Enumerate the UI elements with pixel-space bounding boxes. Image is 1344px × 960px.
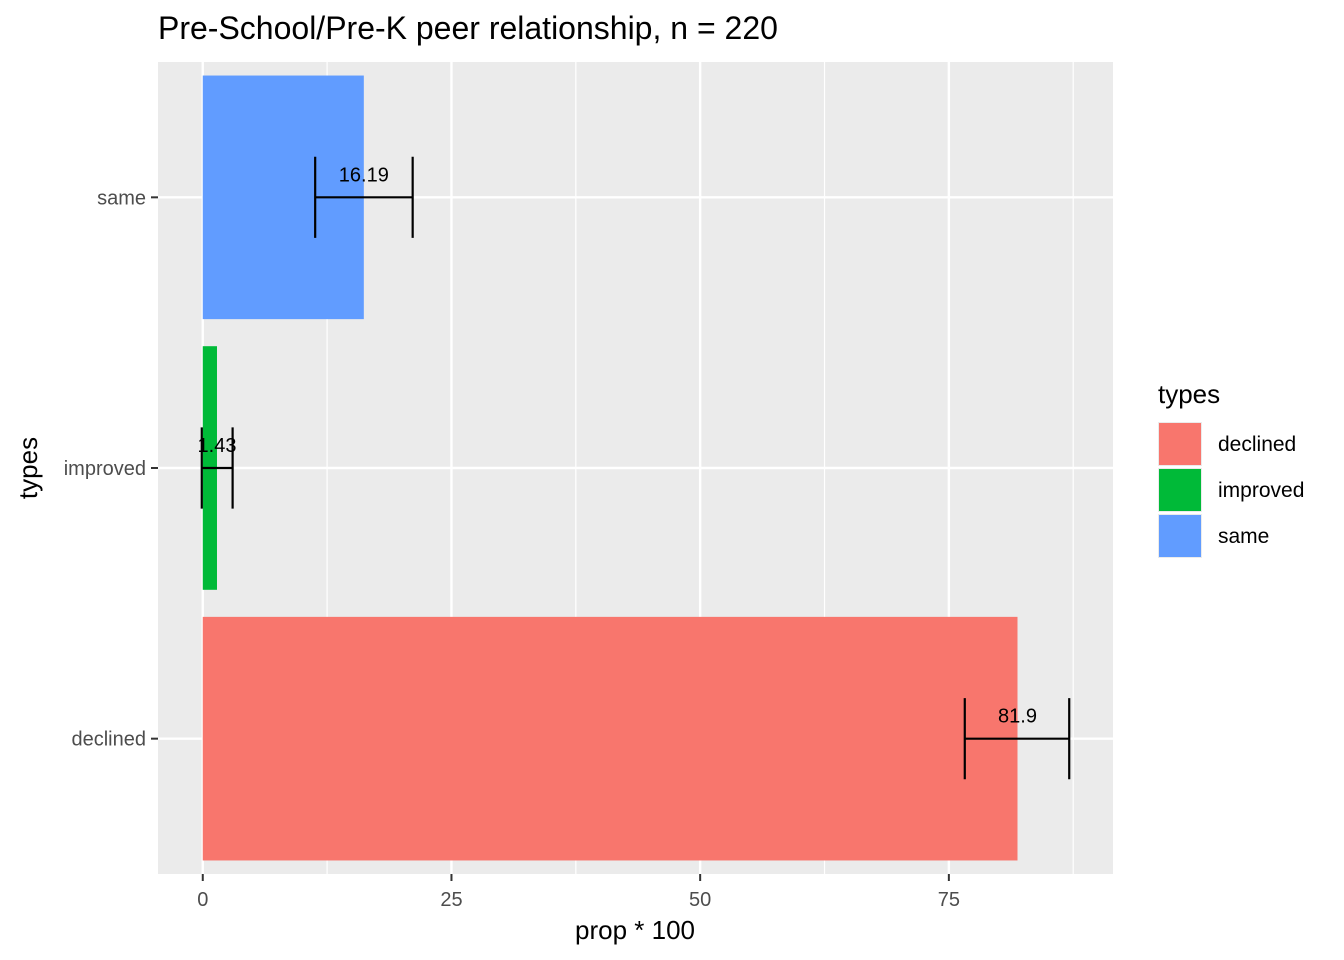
x-tick-label: 50 <box>689 889 711 911</box>
error-bar-declined <box>963 698 1071 780</box>
bars <box>202 75 1018 861</box>
x-tick-label: 25 <box>440 889 462 911</box>
legend: types declined improved same <box>1158 379 1304 558</box>
data-label-same: 16.19 <box>339 164 389 186</box>
y-axis-title: types <box>13 437 43 499</box>
legend-swatch <box>1159 515 1201 557</box>
legend-label: improved <box>1218 479 1304 502</box>
legend-title: types <box>1158 379 1220 409</box>
y-tick-label: improved <box>64 458 146 480</box>
legend-swatch <box>1159 469 1201 511</box>
data-labels: 81.9 1.43 16.19 <box>198 164 1037 727</box>
legend-label: declined <box>1218 433 1296 456</box>
error-bar-improved <box>200 427 234 509</box>
error-bars <box>200 156 1071 780</box>
legend-item-declined: declined <box>1158 422 1296 466</box>
bar-declined <box>202 616 1018 861</box>
legend-label: same <box>1218 525 1269 548</box>
data-label-improved: 1.43 <box>198 435 237 457</box>
x-axis-title: prop * 100 <box>575 915 695 945</box>
y-tick-label: same <box>97 187 146 209</box>
y-tick-label: declined <box>71 729 146 751</box>
error-bar-same <box>314 156 414 238</box>
legend-item-same: same <box>1158 514 1269 558</box>
x-axis: 0 25 50 75 <box>197 874 960 911</box>
chart-title: Pre-School/Pre-K peer relationship, n = … <box>158 10 778 46</box>
legend-swatch <box>1159 423 1201 465</box>
x-tick-label: 0 <box>197 889 208 911</box>
data-label-declined: 81.9 <box>998 706 1037 728</box>
x-tick-label: 75 <box>938 889 960 911</box>
legend-item-improved: improved <box>1158 468 1304 512</box>
y-axis: declined improved same <box>64 187 158 751</box>
